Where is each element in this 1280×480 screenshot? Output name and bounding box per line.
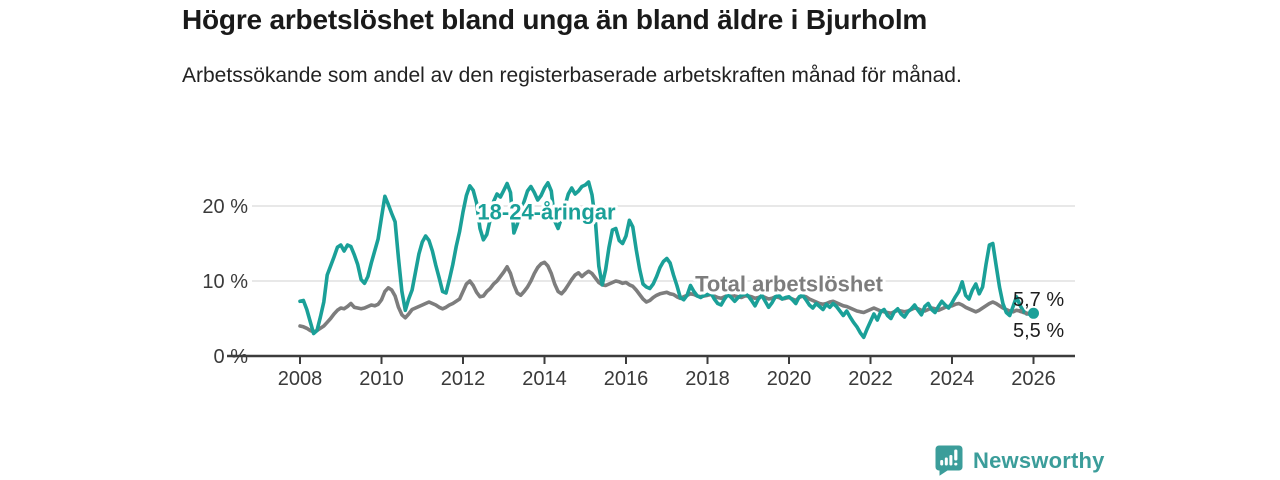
x-axis-tick-label: 2026 bbox=[1011, 368, 1056, 390]
x-axis-tick-label: 2014 bbox=[522, 368, 567, 390]
x-axis-tick-label: 2016 bbox=[604, 368, 649, 390]
x-axis-tick-label: 2024 bbox=[930, 368, 975, 390]
x-axis-tick-label: 2008 bbox=[278, 368, 323, 390]
x-axis-tick-label: 2010 bbox=[359, 368, 404, 390]
x-axis-tick-label: 2018 bbox=[685, 368, 730, 390]
youth-line-end-dot bbox=[1028, 307, 1039, 319]
total-line-dashed-tail bbox=[1017, 309, 1036, 317]
series-label: 18-24-åringar bbox=[477, 199, 616, 224]
x-axis-tick-label: 2022 bbox=[848, 368, 893, 390]
x-axis-tick-label: 2020 bbox=[767, 368, 812, 390]
end-label-total: 5,5 % bbox=[1013, 320, 1064, 342]
chart-title: Högre arbetslöshet bland unga än bland ä… bbox=[182, 4, 928, 35]
y-axis-tick-label: 10 % bbox=[202, 271, 248, 293]
brand-footer: Newsworthy bbox=[935, 445, 1105, 476]
newsworthy-logo-icon bbox=[935, 445, 963, 476]
series-label: Total arbetslöshet bbox=[695, 271, 884, 296]
y-axis-tick-label: 20 % bbox=[202, 196, 248, 218]
x-axis-tick-label: 2012 bbox=[441, 368, 486, 390]
end-label-youth: 5,7 % bbox=[1013, 289, 1064, 311]
youth-unemployment-line bbox=[298, 180, 1036, 340]
chart-subtitle: Arbetssökande som andel av den registerb… bbox=[182, 64, 962, 87]
brand-name: Newsworthy bbox=[973, 447, 1105, 473]
